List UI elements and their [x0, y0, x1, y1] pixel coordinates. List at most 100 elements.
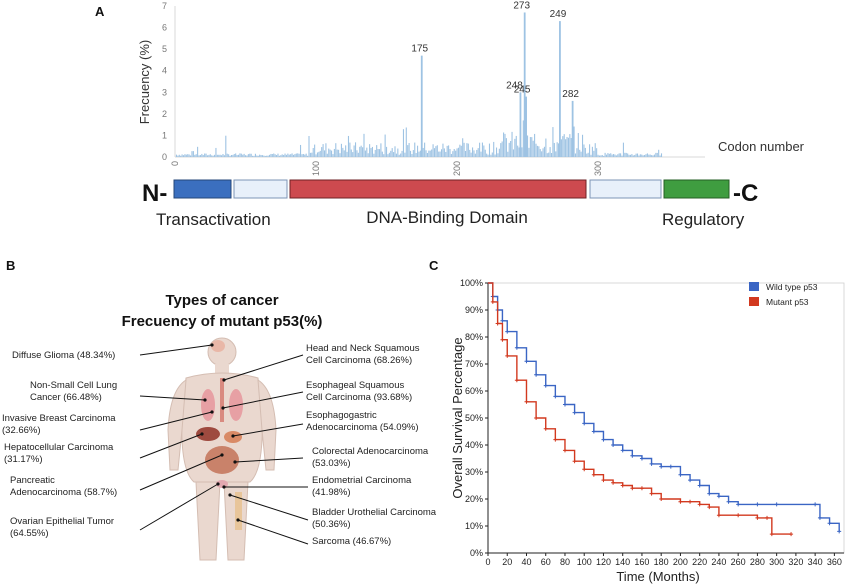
a-x-tick-0: 0: [170, 161, 180, 166]
c-series-1-point-3: [500, 337, 505, 342]
a-bar-codon-239: [511, 131, 513, 157]
a-bar-codon-227: [494, 154, 496, 157]
a-y-tick-1: 1: [162, 130, 167, 140]
a-peak-bar-282: [571, 100, 574, 157]
left-cancer-label-5-line-1: (64.55%): [10, 528, 49, 539]
a-bar-codon-127: [353, 145, 355, 157]
a-bar-codon-147: [381, 151, 383, 157]
panel-a-chart: 0 1 2 3 4 5 6 7 0 100 200 300 175 248 273 245 249 282 F…: [137, 0, 805, 176]
right-leader-dot-5: [228, 493, 232, 497]
a-bar-codon-88: [298, 153, 300, 157]
a-bar-codon-50: [245, 155, 247, 157]
c-series-1-point-23: [697, 502, 702, 507]
transactivation-domain: [173, 179, 232, 199]
a-bar-codon-186: [436, 145, 438, 157]
regulatory-domain: [663, 179, 730, 199]
a-bar-codon-285: [576, 148, 578, 157]
a-bar-codon-255: [534, 133, 536, 157]
a-bar-codon-211: [472, 147, 474, 157]
liver: [196, 427, 220, 441]
right-leader-line-0: [223, 354, 304, 381]
a-bar-codon-257: [536, 145, 538, 157]
a-bar-codon-238: [510, 141, 512, 157]
a-bar-codon-44: [236, 154, 238, 157]
c-series-0-point-6: [524, 359, 529, 364]
c-series-1-point-8: [543, 426, 548, 431]
c-x-tick-9: 180: [654, 557, 669, 567]
c-x-tick-0: 0: [485, 557, 490, 567]
a-bar-codon-104: [321, 147, 323, 157]
a-y-tick-3: 3: [162, 87, 167, 97]
a-bar-codon-12: [191, 151, 193, 157]
c-series-1-point-10: [562, 448, 567, 453]
right-cancer-label-0-line-0: Head and Neck Squamous: [306, 343, 420, 354]
a-bar-codon-195: [449, 148, 451, 157]
a-bar-codon-184: [433, 148, 436, 157]
a-bar-codon-298: [594, 143, 596, 157]
a-bar-codon-77: [283, 154, 285, 157]
a-bar-codon-38: [228, 154, 230, 157]
a-bar-codon-33: [221, 155, 223, 157]
panel-c-letter: C: [429, 258, 439, 273]
c-series-0-point-20: [659, 464, 664, 469]
a-bar-codon-189: [440, 149, 443, 157]
c-series-1-point-16: [620, 483, 625, 488]
a-bar-codon-193: [446, 145, 448, 157]
a-bar-codon-128: [354, 142, 357, 157]
a-bar-codon-46: [239, 153, 241, 157]
c-series-1-point-29: [769, 532, 774, 537]
c-x-tick-10: 200: [673, 557, 688, 567]
c-series-0-point-26: [716, 494, 721, 499]
a-bar-codon-152: [388, 152, 390, 157]
a-bar-codon-328: [636, 153, 639, 157]
right-leader-line-1: [222, 391, 304, 409]
c-survival-curves: [488, 282, 842, 537]
a-bar-codon-344: [659, 155, 661, 157]
c-series-1-point-14: [601, 478, 606, 483]
a-bar-codon-13: [192, 151, 194, 157]
a-bar-codon-41: [232, 154, 234, 157]
c-legend-label-1: Mutant p53: [766, 297, 809, 307]
a-bar-codon-215: [477, 148, 479, 157]
a-bar-codon-162: [402, 129, 405, 157]
left-cancer-label-0: Diffuse Glioma (48.34%): [12, 350, 115, 361]
right-leader-dot-1: [221, 406, 225, 410]
right-cancer-label-0: Head and Neck Squamous Cell Carcinoma (68…: [306, 343, 420, 366]
a-y-tick-7: 7: [162, 1, 167, 11]
c-series-0-point-3: [500, 318, 505, 323]
c-series-0-point-25: [707, 491, 712, 496]
a-bar-codon-103: [319, 150, 321, 157]
a-bar-codon-115: [336, 149, 338, 157]
a-bar-codon-3: [178, 154, 180, 157]
c-x-tick-8: 160: [634, 557, 649, 567]
a-bar-codon-216: [479, 142, 481, 157]
a-bar-codon-65: [266, 155, 268, 157]
a-bar-codon-250: [527, 135, 529, 157]
c-x-tick-3: 60: [541, 557, 551, 567]
a-bar-codon-295: [590, 154, 592, 157]
a-bar-codon-179: [426, 152, 428, 157]
a-bar-codon-83: [291, 153, 293, 157]
right-cancer-label-6: Sarcoma (46.67%): [312, 536, 391, 547]
a-bar-codon-287: [579, 149, 581, 157]
a-bar-codon-286: [577, 133, 579, 157]
c-x-label: Time (Months): [616, 569, 699, 584]
a-bar-codon-134: [363, 133, 365, 157]
c-x-tick-4: 80: [560, 557, 570, 567]
left-cancer-label-1: Non-Small Cell Lung Cancer (66.48%): [30, 380, 117, 403]
a-bar-codon-132: [360, 145, 362, 157]
a-bar-codon-105: [322, 144, 324, 157]
a-bar-codon-55: [252, 155, 254, 157]
left-cancer-label-3-line-0: Hepatocellular Carcinoma: [4, 442, 114, 453]
a-bar-codon-107: [325, 143, 327, 157]
left-leader-dot-5: [216, 482, 220, 486]
a-bar-codon-48: [242, 154, 244, 157]
a-bar-codon-19: [201, 153, 203, 157]
c-y-tick-4: 40%: [465, 440, 483, 450]
a-bar-codon-59: [257, 155, 259, 157]
a-bar-codon-338: [651, 155, 653, 157]
a-bar-codon-323: [629, 154, 632, 157]
a-bar-codon-208: [467, 143, 469, 157]
a-bar-codon-125: [350, 149, 352, 157]
